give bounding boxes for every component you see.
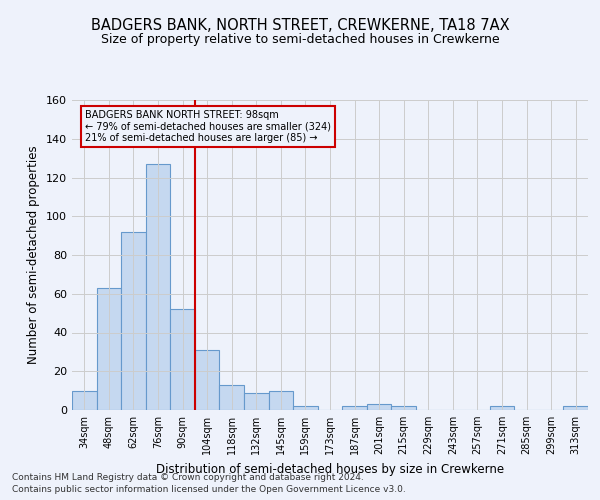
Bar (244, 392, 269, 410)
Bar (97, 288, 121, 410)
Bar (121, 232, 146, 410)
Text: BADGERS BANK NORTH STREET: 98sqm
← 79% of semi-detached houses are smaller (324): BADGERS BANK NORTH STREET: 98sqm ← 79% o… (85, 110, 331, 143)
X-axis label: Distribution of semi-detached houses by size in Crewkerne: Distribution of semi-detached houses by … (156, 462, 504, 475)
Bar (490, 406, 514, 410)
Text: BADGERS BANK, NORTH STREET, CREWKERNE, TA18 7AX: BADGERS BANK, NORTH STREET, CREWKERNE, T… (91, 18, 509, 32)
Bar (342, 406, 367, 410)
Bar (170, 309, 195, 410)
Text: Contains public sector information licensed under the Open Government Licence v3: Contains public sector information licen… (12, 485, 406, 494)
Text: Contains HM Land Registry data © Crown copyright and database right 2024.: Contains HM Land Registry data © Crown c… (12, 472, 364, 482)
Bar (220, 385, 244, 410)
Bar (269, 390, 293, 410)
Bar (563, 406, 588, 410)
Bar (293, 406, 318, 410)
Bar (146, 164, 170, 410)
Bar (195, 350, 220, 410)
Y-axis label: Number of semi-detached properties: Number of semi-detached properties (28, 146, 40, 364)
Text: Size of property relative to semi-detached houses in Crewkerne: Size of property relative to semi-detach… (101, 32, 499, 46)
Bar (391, 406, 416, 410)
Bar (367, 404, 391, 410)
Bar (72, 390, 97, 410)
